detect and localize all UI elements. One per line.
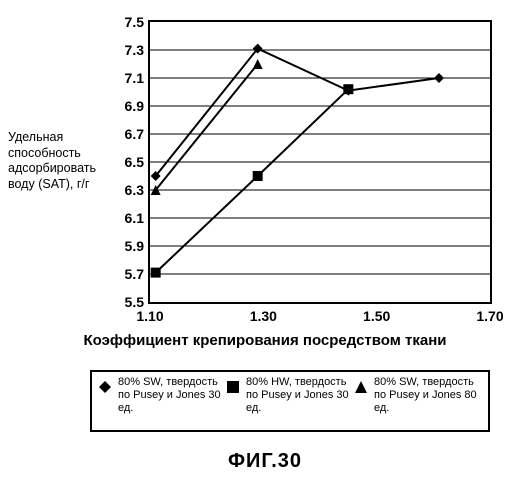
y-tick: 7.5 <box>125 14 150 30</box>
y-tick: 5.7 <box>125 266 150 282</box>
y-tick: 5.9 <box>125 238 150 254</box>
grid <box>150 50 490 274</box>
figure-label: ФИГ.30 <box>0 450 530 473</box>
y-tick: 6.3 <box>125 182 150 198</box>
diamond-icon <box>98 380 112 394</box>
y-tick: 6.5 <box>125 154 150 170</box>
x-axis-label: Коэффициент крепирования посредством тка… <box>0 332 530 349</box>
legend: 80% SW, твердость по Pusey и Jones 30 ед… <box>90 370 490 432</box>
series-s3 <box>151 59 263 195</box>
series-s2 <box>151 84 354 277</box>
triangle-icon <box>354 380 368 394</box>
legend-item: 80% HW, твердость по Pusey и Jones 30 ед… <box>226 376 354 426</box>
legend-label: 80% HW, твердость по Pusey и Jones 30 ед… <box>246 376 354 416</box>
legend-item: 80% SW, твердость по Pusey и Jones 80 ед… <box>354 376 482 426</box>
legend-label: 80% SW, твердость по Pusey и Jones 80 ед… <box>374 376 482 416</box>
y-tick: 7.1 <box>125 70 150 86</box>
legend-label: 80% SW, твердость по Pusey и Jones 30 ед… <box>118 376 226 416</box>
plot-svg <box>150 22 490 302</box>
y-tick: 6.1 <box>125 210 150 226</box>
y-tick: 7.3 <box>125 42 150 58</box>
x-tick: 1.70 <box>476 302 503 324</box>
y-tick: 6.9 <box>125 98 150 114</box>
y-axis-label: Удельная способность адсорбировать воду … <box>8 130 104 193</box>
x-tick: 1.50 <box>363 302 390 324</box>
chart-area: 5.55.75.96.16.36.56.76.97.17.37.51.101.3… <box>148 20 492 304</box>
series-s1 <box>151 44 444 181</box>
x-tick: 1.30 <box>250 302 277 324</box>
legend-item: 80% SW, твердость по Pusey и Jones 30 ед… <box>98 376 226 426</box>
square-icon <box>226 380 240 394</box>
x-tick: 1.10 <box>136 302 163 324</box>
y-tick: 6.7 <box>125 126 150 142</box>
